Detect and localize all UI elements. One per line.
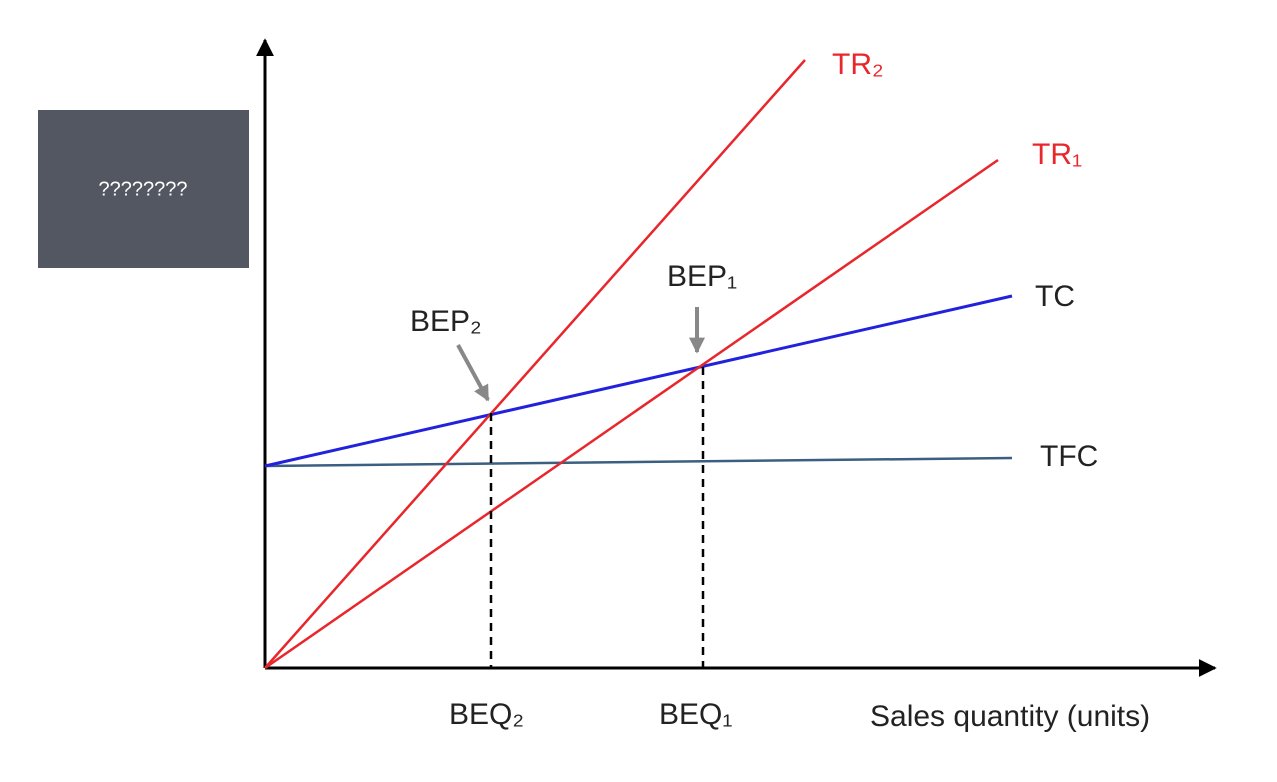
tc-label: TC [1035,280,1075,313]
tr1-label: TR₁ [1032,138,1082,171]
bep2-label: BEP₂ [410,305,482,338]
tfc-line [264,456,1013,468]
beq1-label: BEQ₁ [659,698,732,731]
beq2-label: BEQ₂ [449,698,524,731]
tr2-label: TR₂ [832,48,884,81]
bep2-arrow [456,344,490,402]
overlay-text: ???????? [99,178,188,200]
tr2-line [264,59,806,669]
x-axis-label: Sales quantity (units) [870,700,1150,733]
overlay-box [38,110,249,268]
tc-line [264,294,1013,468]
bep1-label: BEP₁ [667,260,737,293]
tfc-label: TFC [1040,440,1098,473]
tr1-line [264,158,999,670]
